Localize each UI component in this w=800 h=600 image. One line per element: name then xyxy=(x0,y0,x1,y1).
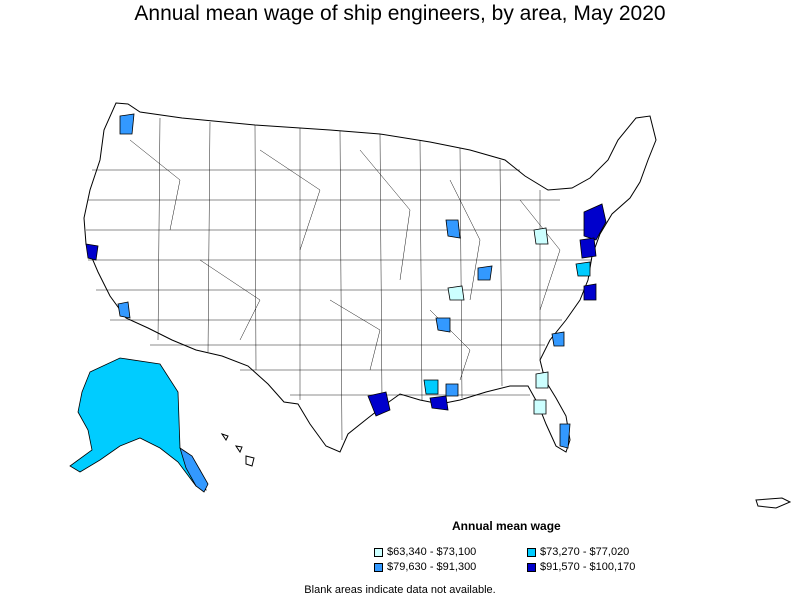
legend-title: Annual mean wage xyxy=(452,519,561,533)
legend-swatch-2 xyxy=(527,547,536,557)
legend-item-2: $73,270 - $77,020 xyxy=(527,546,629,558)
baltimore-area xyxy=(575,261,591,277)
new-orleans-area xyxy=(429,395,449,411)
miami-area xyxy=(559,423,571,449)
legend-swatch-4 xyxy=(527,562,536,572)
southern-california-area xyxy=(117,301,131,319)
mobile-area xyxy=(423,379,439,395)
chicago-area xyxy=(445,219,461,239)
footnote: Blank areas indicate data not available. xyxy=(304,584,496,596)
alaska-area xyxy=(69,357,207,491)
seattle-area xyxy=(119,113,135,135)
philadelphia-area xyxy=(579,237,597,259)
legend-label-2: $73,270 - $77,020 xyxy=(540,546,630,558)
legend-label-1: $63,340 - $73,100 xyxy=(387,546,477,558)
hawaii-islands xyxy=(220,433,255,467)
ohio-river-area xyxy=(477,265,493,281)
kentucky-area xyxy=(447,285,465,301)
gulf-coast-area xyxy=(445,383,459,397)
puerto-rico-island xyxy=(755,497,792,509)
legend-item-3: $79,630 - $91,300 xyxy=(374,561,476,573)
charleston-area xyxy=(551,331,565,347)
legend-swatch-1 xyxy=(374,547,383,557)
jacksonville-area xyxy=(535,371,549,389)
tampa-area xyxy=(533,399,547,415)
norfolk-area xyxy=(583,283,597,301)
new-york-area xyxy=(583,203,607,241)
legend-label-3: $79,630 - $91,300 xyxy=(387,561,477,573)
legend-label-4: $91,570 - $100,170 xyxy=(540,561,636,573)
area-boundaries xyxy=(86,117,600,441)
legend-swatch-3 xyxy=(374,562,383,572)
legend-item-1: $63,340 - $73,100 xyxy=(374,546,476,558)
legend-item-4: $91,570 - $100,170 xyxy=(527,561,635,573)
alaska-panhandle-area xyxy=(179,447,209,493)
memphis-area xyxy=(435,317,451,333)
map-title: Annual mean wage of ship engineers, by a… xyxy=(134,2,666,25)
san-francisco-area xyxy=(85,243,99,261)
pittsburgh-area xyxy=(533,227,549,245)
houston-area xyxy=(367,391,391,417)
